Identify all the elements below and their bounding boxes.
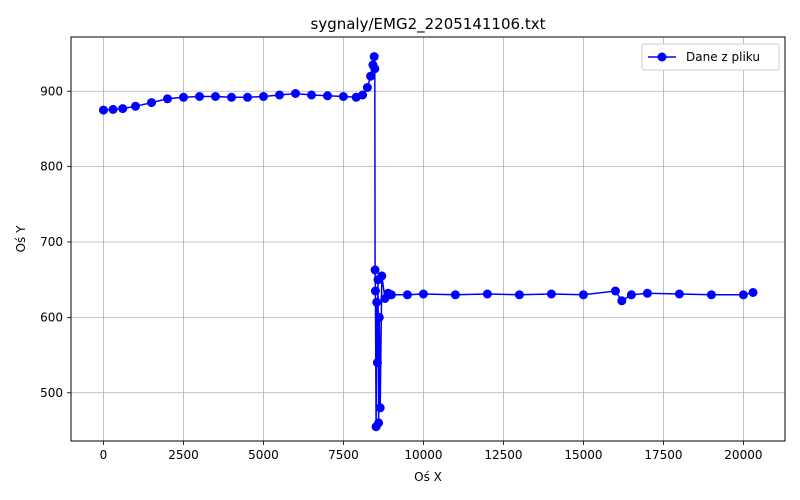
data-point [147, 98, 156, 108]
data-point [369, 52, 379, 62]
x-tick-label: 5000 [248, 448, 279, 462]
data-point [99, 105, 108, 115]
data-point [706, 290, 716, 300]
data-point [642, 288, 652, 298]
y-tick-label: 500 [40, 386, 63, 400]
data-point [375, 403, 385, 413]
data-point [291, 89, 300, 98]
x-tick-label: 10000 [404, 448, 442, 462]
data-point [374, 312, 384, 322]
data-point [374, 418, 384, 428]
data-point [366, 71, 376, 81]
data-point [243, 92, 252, 102]
data-point [377, 271, 387, 281]
data-point [372, 358, 382, 368]
data-point [418, 289, 428, 299]
x-tick-label: 0 [100, 448, 108, 462]
data-point [362, 83, 372, 92]
data-point [195, 92, 204, 101]
data-point [386, 290, 396, 300]
data-point [163, 94, 172, 104]
data-point [450, 290, 460, 300]
data-point [514, 290, 524, 300]
x-tick-label: 7500 [328, 448, 359, 462]
data-point [307, 90, 316, 100]
data-point [402, 290, 412, 300]
x-tick-label: 2500 [168, 448, 199, 462]
data-point [610, 286, 620, 296]
chart-title: sygnaly/EMG2_2205141106.txt [311, 15, 546, 34]
data-point [338, 92, 348, 101]
data-point [108, 104, 118, 114]
data-point [370, 286, 380, 296]
legend: Dane z pliku [641, 43, 780, 71]
x-tick-label: 12500 [484, 448, 522, 462]
x-tick-label: 20000 [724, 448, 762, 462]
legend-box [641, 43, 780, 71]
grid-lines [71, 37, 785, 441]
data-point [370, 265, 380, 275]
data-point [546, 289, 556, 299]
axis-ticks: 0 2500 5000 7500 10000 12500 15000 17500 20000 50… [40, 84, 762, 462]
x-tick-label: 17500 [644, 448, 682, 462]
data-point [738, 290, 748, 300]
data-point [275, 90, 284, 100]
legend-label: Dane z pliku [686, 50, 760, 64]
data-point [674, 289, 684, 299]
data-point [131, 101, 140, 111]
data-point [626, 290, 636, 300]
data-point [578, 290, 588, 300]
data-point [179, 92, 188, 102]
x-axis-label: Oś X [414, 470, 442, 484]
data-point [227, 92, 236, 102]
data-series [99, 52, 758, 432]
data-point [323, 91, 332, 101]
data-point [118, 104, 128, 114]
data-point [358, 90, 368, 100]
y-tick-label: 600 [40, 310, 63, 324]
y-tick-label: 900 [40, 84, 63, 98]
data-point [482, 289, 492, 299]
data-point [211, 92, 220, 101]
data-point [370, 64, 380, 74]
data-point [748, 288, 758, 297]
plot-area-frame [70, 36, 786, 442]
data-point [259, 92, 268, 101]
legend-marker-swatch [657, 52, 667, 62]
y-axis-label: Oś Y [14, 225, 28, 253]
data-point [372, 297, 382, 307]
data-point [617, 296, 627, 306]
x-tick-label: 15000 [564, 448, 602, 462]
y-tick-label: 700 [40, 235, 63, 249]
y-tick-label: 800 [40, 160, 63, 174]
